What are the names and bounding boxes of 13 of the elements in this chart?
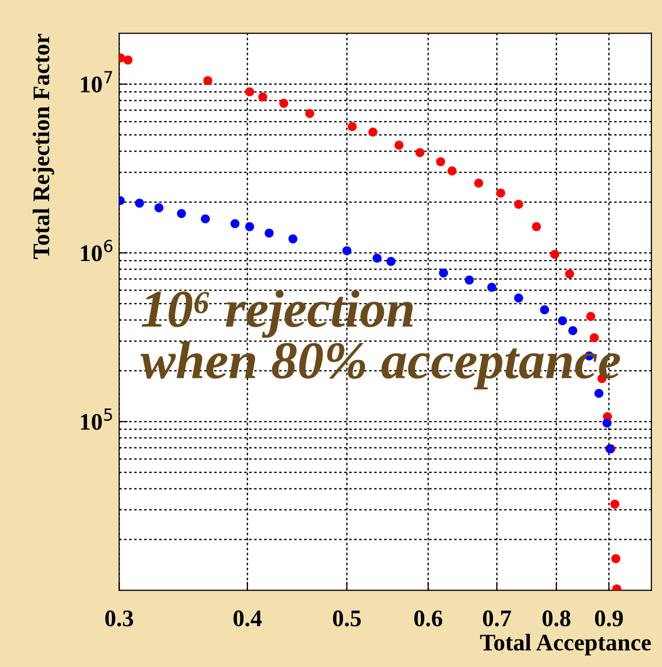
x-tick-label: 0.5 [333, 610, 361, 626]
x-tick-label: 0.7 [483, 610, 512, 626]
annotation: 10⁶ rejection when 80% acceptance [140, 290, 620, 390]
x-tick-label: 0.8 [542, 610, 570, 626]
x-tick-label: 0.4 [234, 610, 262, 626]
y-tick-label: 10$^{5}$ [81, 408, 112, 430]
y-axis-title: Total Rejection Factor [32, 34, 54, 259]
x-tick-label: 0.3 [105, 610, 134, 626]
x-tick-label: 0.9 [595, 610, 623, 626]
x-tick-label: 0.6 [414, 610, 442, 626]
y-tick-label: 10$^{6}$ [81, 240, 112, 262]
x-axis-title: Total Acceptance [480, 634, 651, 656]
y-tick-label: 10$^{7}$ [81, 71, 112, 92]
